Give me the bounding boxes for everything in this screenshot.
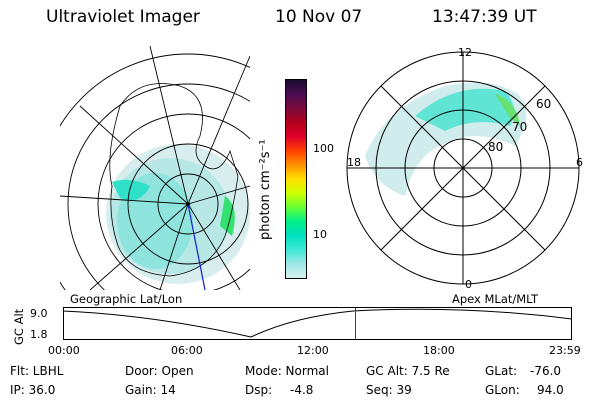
timeline-ytick-high: 9.0	[30, 307, 48, 320]
colorbar	[285, 79, 307, 279]
timeline-ylabel: GC Alt	[12, 308, 26, 345]
mode-readout: Mode: Normal	[245, 364, 329, 378]
observation-date: 10 Nov 07	[275, 7, 363, 27]
ip-readout: IP: 36.0	[10, 383, 56, 397]
geographic-polar-map	[60, 46, 250, 290]
mlt-label-18: 18	[347, 156, 361, 169]
gc-alt-readout: GC Alt: 7.5 Re	[366, 364, 450, 378]
seq-readout: Seq: 39	[366, 383, 412, 397]
pole-marker	[186, 202, 190, 206]
lat-label-70: 70	[512, 120, 528, 134]
dsp-value: -4.8	[290, 383, 314, 397]
altitude-timeline	[63, 307, 573, 340]
uv-emission-left	[106, 144, 250, 284]
glon-value: 94.0	[537, 383, 564, 397]
glat-value: -76.0	[530, 364, 562, 378]
dsp-label: Dsp:	[245, 383, 273, 397]
timeline-ytick-low: 1.8	[30, 328, 48, 341]
timeline-xtick-2359: 23:59	[549, 344, 581, 357]
colorbar-tick-100: 100	[313, 142, 334, 155]
observation-time: 13:47:39 UT	[432, 7, 537, 27]
glon-label: GLon:	[485, 383, 520, 397]
mlt-label-6: 6	[576, 156, 583, 169]
sun-direction-line	[187, 203, 206, 290]
gain-readout: Gain: 14	[125, 383, 176, 397]
right-panel-caption: Apex MLat/MLT	[452, 292, 539, 306]
timeline-xtick-0600: 06:00	[171, 344, 203, 357]
instrument-title: Ultraviolet Imager	[46, 7, 200, 27]
timeline-xtick-1800: 18:00	[423, 344, 455, 357]
filter-readout: Flt: LBHL	[10, 364, 64, 378]
mlt-label-12: 12	[458, 46, 472, 59]
lat-label-60: 60	[536, 97, 552, 111]
apex-polar-map	[346, 51, 580, 285]
door-readout: Door: Open	[125, 364, 194, 378]
lat-label-80: 80	[488, 140, 504, 154]
colorbar-unit-label: photon cm⁻²s⁻¹	[258, 139, 273, 240]
glat-label: GLat:	[485, 364, 518, 378]
timeline-xtick-0000: 00:00	[48, 344, 80, 357]
timeline-xtick-1200: 12:00	[297, 344, 329, 357]
left-panel-caption: Geographic Lat/Lon	[70, 292, 183, 306]
colorbar-tick-10: 10	[313, 228, 327, 241]
mlt-label-0: 0	[465, 278, 472, 291]
